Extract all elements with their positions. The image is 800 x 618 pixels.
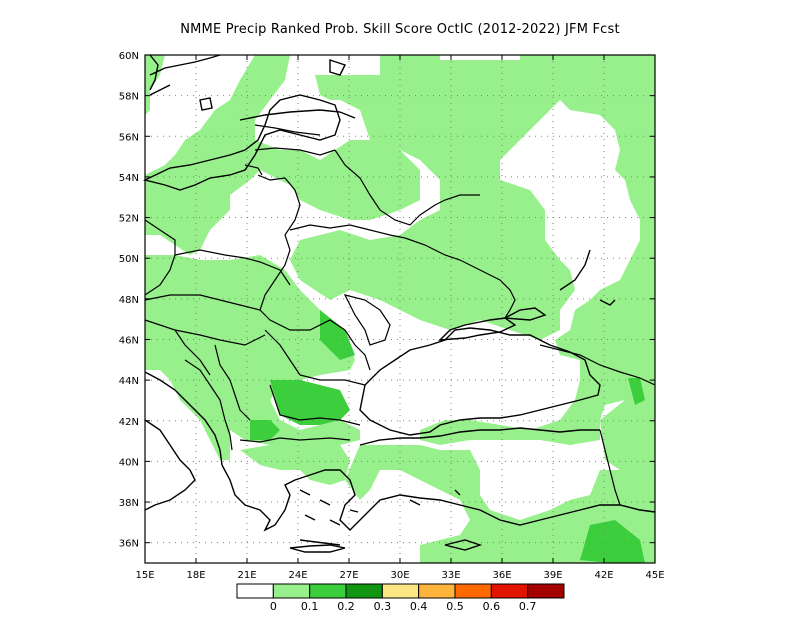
- skill-patch-east: [420, 55, 655, 445]
- coastlines: [142, 54, 656, 553]
- colorbar-label: 0: [270, 600, 277, 613]
- colorbar-label: 0.6: [483, 600, 501, 613]
- colorbar-swatch: [236, 583, 274, 599]
- lon-tick-label: 45E: [645, 570, 664, 581]
- country-borders: [144, 124, 656, 506]
- greece-coast: [221, 464, 656, 532]
- border-bosnia: [184, 359, 226, 421]
- lat-tick-label: 48N: [119, 295, 139, 306]
- skill-patch-mid-5: [628, 378, 645, 405]
- skill-patch-baltic: [145, 55, 420, 255]
- border-albania: [224, 419, 233, 451]
- border-russia-belarus: [334, 149, 480, 226]
- lon-tick-label: 24E: [288, 570, 307, 581]
- map-title: NMME Precip Ranked Prob. Skill Score Oct…: [180, 22, 620, 37]
- border-poland-belarus: [257, 174, 301, 251]
- colorbar-label: 0.4: [410, 600, 428, 613]
- adriatic-coast: [144, 371, 223, 466]
- graticule: [145, 55, 655, 563]
- border-romania: [264, 329, 366, 386]
- border-estonia: [254, 124, 321, 136]
- border-moldova: [343, 294, 391, 346]
- colorbar: 0 0.1 0.2 0.3 0.4 0.5 0.6 0.7: [236, 583, 565, 613]
- colorbar-label: 0.3: [374, 600, 392, 613]
- skill-patch-balkan: [240, 445, 350, 485]
- lat-tick-label: 52N: [119, 214, 139, 225]
- colorbar-label: 0.1: [301, 600, 319, 613]
- lat-tick-label: 46N: [119, 335, 139, 346]
- colorbar-swatch: [490, 583, 529, 599]
- colorbar-label: 0.5: [446, 600, 464, 613]
- skill-patch-mid-2: [270, 380, 350, 425]
- skill-patch-levant: [600, 400, 655, 480]
- lat-tick-label: 50N: [119, 254, 139, 265]
- italy-coast: [144, 419, 196, 511]
- lon-tick-label: 39E: [543, 570, 562, 581]
- lat-tick-label: 42N: [119, 417, 139, 428]
- colorbar-swatch: [418, 583, 456, 599]
- border-lithuania-latvia: [254, 147, 336, 156]
- colorbar-swatch: [345, 583, 383, 599]
- aegean-islands: [299, 489, 461, 546]
- gulf-of-finland: [239, 109, 356, 121]
- border-kaliningrad: [244, 164, 263, 176]
- skill-patch-mid-4: [580, 520, 645, 563]
- latitude-axis: 60N 58N 56N 54N 52N 50N 48N 46N 44N 42N 40N 38N 36N: [119, 51, 655, 550]
- border-turkey-east: [599, 429, 621, 506]
- azov-coast: [502, 307, 547, 321]
- lake-ladoga: [329, 59, 346, 76]
- lon-tick-label: 27E: [339, 570, 358, 581]
- border-ukraine-west: [259, 249, 371, 371]
- skill-patch-central: [145, 255, 360, 460]
- lat-tick-label: 54N: [119, 173, 139, 184]
- lake-onega: [199, 97, 213, 111]
- caspian-coast: [559, 249, 616, 306]
- lat-tick-label: 36N: [119, 539, 139, 550]
- lon-tick-label: 18E: [186, 570, 205, 581]
- lon-tick-label: 42E: [594, 570, 613, 581]
- skill-patch-anatolia: [345, 445, 655, 563]
- colorbar-swatch: [381, 583, 420, 599]
- lon-tick-label: 21E: [237, 570, 256, 581]
- colorbar-swatch: [272, 583, 311, 599]
- lat-tick-label: 44N: [119, 376, 139, 387]
- skill-patch-mid-1: [320, 310, 355, 360]
- border-caucasus: [539, 344, 656, 386]
- lat-tick-label: 38N: [119, 498, 139, 509]
- colorbar-label: 0.7: [519, 600, 537, 613]
- border-serbia: [214, 344, 251, 421]
- lon-tick-label: 30E: [390, 570, 409, 581]
- border-bulgaria: [269, 384, 361, 426]
- colorbar-swatch: [527, 583, 565, 599]
- border-germany: [144, 219, 176, 296]
- colorbar-label: 0.2: [337, 600, 355, 613]
- border-austria-hungary: [144, 294, 261, 311]
- baltic-coast: [142, 94, 341, 191]
- crete-coast: [289, 544, 346, 553]
- border-greece-north: [239, 437, 351, 443]
- skill-shading: [145, 55, 655, 563]
- border-hungary-south: [174, 329, 266, 346]
- lat-tick-label: 40N: [119, 457, 139, 468]
- longitude-axis: 15E 18E 21E 24E 27E 30E 33E 36E 39E 42E 45E: [135, 55, 665, 581]
- colorbar-swatch: [309, 583, 347, 599]
- scandinavia-coast: [149, 54, 221, 96]
- lat-tick-label: 60N: [119, 51, 139, 62]
- colorbar-swatch: [454, 583, 492, 599]
- lon-tick-label: 33E: [441, 570, 460, 581]
- lat-tick-label: 56N: [119, 132, 139, 143]
- anatolia-north-coast: [359, 427, 600, 446]
- lon-tick-label: 15E: [135, 570, 154, 581]
- border-belarus-ukraine: [289, 224, 406, 239]
- border-ukraine-russia: [404, 237, 516, 319]
- skill-patch-north: [290, 55, 600, 340]
- lat-tick-label: 58N: [119, 92, 139, 103]
- skill-patch-west-alps: [145, 55, 165, 115]
- cyprus-coast: [444, 539, 483, 551]
- skill-patch-mid-3: [250, 420, 280, 440]
- lon-tick-label: 36E: [492, 570, 511, 581]
- border-czech-slovakia: [174, 249, 291, 286]
- border-slovenia-croatia: [144, 319, 211, 376]
